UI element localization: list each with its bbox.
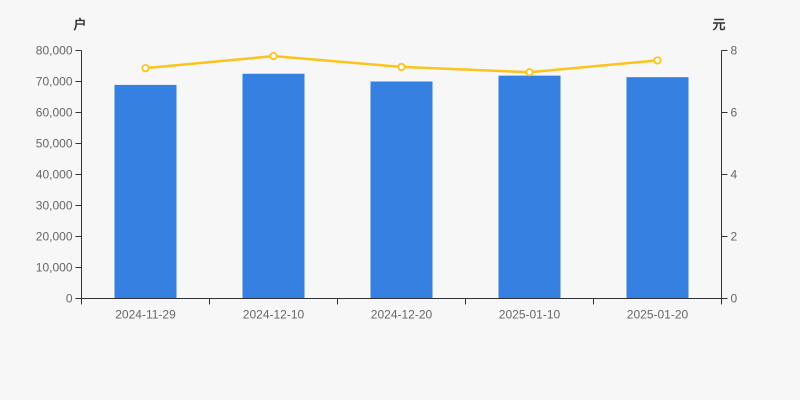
y-axis-left-tick-label: 70,000: [36, 75, 73, 89]
x-axis-category-label: 2025-01-20: [627, 308, 689, 322]
y-axis-right-tick-label: 8: [731, 44, 738, 58]
x-axis-category-label: 2024-12-10: [243, 308, 305, 322]
bar-2025-01-10[interactable]: [498, 75, 561, 299]
y-axis-right-tick-label: 4: [731, 168, 738, 182]
x-axis-category-label: 2024-11-29: [115, 308, 176, 322]
bar-2024-11-29[interactable]: [114, 84, 177, 299]
line-marker-2024-12-20[interactable]: [397, 62, 406, 72]
line-marker-2025-01-10[interactable]: [525, 68, 534, 77]
x-axis-category-label: 2025-01-10: [499, 308, 561, 322]
y-axis-left-tick-label: 40,000: [36, 168, 73, 182]
y-axis-right-tick-label: 2: [731, 230, 738, 244]
right-axis-title: 元: [712, 17, 726, 32]
y-axis-left-tick-label: 60,000: [36, 106, 73, 120]
x-axis-category-label: 2024-12-20: [371, 308, 433, 322]
y-axis-right-tick-label: 0: [731, 292, 738, 306]
y-axis-left-tick-label: 0: [66, 292, 73, 306]
y-axis-left-tick-label: 10,000: [36, 261, 73, 275]
bar-2024-12-10[interactable]: [242, 73, 305, 299]
line-marker-2024-11-29[interactable]: [141, 64, 150, 73]
line-marker-2024-12-10[interactable]: [269, 51, 278, 61]
line-marker-2025-01-20[interactable]: [653, 56, 662, 65]
y-axis-left-tick-label: 80,000: [36, 44, 73, 58]
y-axis-left-tick-label: 50,000: [36, 137, 73, 151]
bar-2024-12-20[interactable]: [370, 81, 433, 299]
left-axis-title: 户: [73, 17, 87, 32]
bar-2025-01-20[interactable]: [626, 77, 689, 299]
y-axis-left-tick-label: 30,000: [36, 199, 73, 213]
y-axis-left-tick-label: 20,000: [36, 230, 73, 244]
y-axis-right-tick-label: 6: [731, 106, 738, 120]
